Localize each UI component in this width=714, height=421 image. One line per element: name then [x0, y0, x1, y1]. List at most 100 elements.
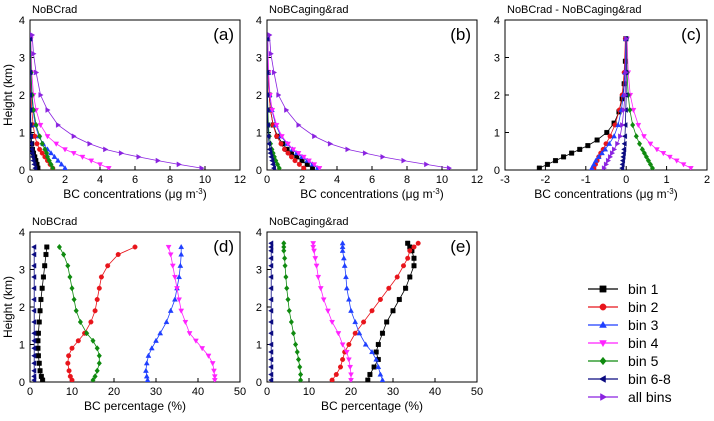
data-point-bin6_8 — [267, 92, 270, 98]
data-point-all — [136, 154, 142, 160]
data-point-bin4 — [182, 319, 189, 326]
data-point-bin2 — [329, 377, 335, 382]
data-point-bin4 — [313, 263, 320, 269]
data-point-bin4 — [97, 162, 103, 168]
series-line-bin2 — [593, 38, 626, 169]
data-point-bin6_8 — [31, 337, 37, 344]
data-point-bin4 — [279, 134, 285, 140]
series-group — [268, 240, 421, 382]
data-point-bin5 — [294, 348, 300, 356]
series-line-bin2 — [67, 246, 136, 381]
y-tick-label: 0 — [256, 377, 262, 389]
data-point-bin1 — [43, 252, 49, 257]
data-point-bin4 — [660, 151, 667, 157]
y-tick-label: 1 — [19, 128, 25, 140]
data-point-bin6_8 — [620, 154, 626, 160]
data-point-all — [424, 161, 430, 168]
data-point-bin4 — [105, 166, 112, 170]
data-point-all — [624, 35, 630, 42]
x-tick-label: 2 — [704, 174, 710, 186]
data-point-bin6_8 — [31, 262, 37, 269]
data-point-bin4 — [205, 353, 212, 359]
data-point-bin2 — [34, 141, 40, 147]
data-point-bin6_8 — [31, 373, 37, 380]
data-point-bin2 — [285, 150, 291, 156]
data-point-bin6_8 — [267, 140, 272, 147]
data-point-bin4 — [306, 158, 312, 164]
data-point-bin1 — [403, 285, 409, 291]
data-point-bin5 — [39, 140, 45, 147]
data-point-bin4 — [211, 374, 218, 380]
data-point-bin6_8 — [621, 133, 628, 140]
y-tick-label: 4 — [256, 15, 262, 27]
data-point-bin4 — [186, 331, 193, 337]
x-tick-label: 8 — [167, 174, 173, 186]
data-point-bin4 — [167, 252, 174, 258]
data-point-bin3 — [48, 150, 54, 156]
data-point-bin5 — [274, 161, 281, 168]
data-point-bin1 — [44, 244, 50, 250]
data-point-bin4 — [62, 147, 68, 153]
data-point-bin4 — [647, 141, 654, 147]
data-point-bin5 — [65, 262, 71, 269]
panel-label: (d) — [213, 237, 234, 256]
data-point-bin5 — [276, 165, 282, 170]
data-point-bin1 — [42, 263, 48, 269]
data-point-bin5 — [636, 140, 643, 147]
data-point-bin2 — [411, 244, 417, 250]
data-point-bin4 — [346, 357, 352, 363]
data-point-bin6_8 — [268, 255, 274, 262]
data-point-bin5 — [295, 356, 302, 363]
x-tick-label: 8 — [404, 174, 410, 186]
data-point-bin3 — [144, 377, 151, 382]
data-point-all — [31, 50, 37, 57]
y-tick-label: 2 — [256, 302, 262, 314]
data-point-bin5 — [641, 150, 647, 157]
data-point-all — [55, 122, 62, 128]
data-point-bin2 — [361, 319, 367, 325]
x-tick-label: 0 — [27, 174, 33, 186]
data-point-bin4 — [348, 378, 354, 382]
data-point-bin5 — [61, 251, 67, 258]
data-point-bin4 — [311, 162, 318, 168]
data-point-bin2 — [292, 158, 298, 164]
x-tick-label: 0 — [264, 174, 270, 186]
data-point-bin2 — [115, 252, 121, 257]
data-point-bin1 — [396, 297, 402, 302]
data-point-bin5 — [94, 345, 100, 352]
y-tick-label: 2 — [19, 90, 25, 102]
data-point-bin4 — [635, 122, 642, 129]
data-point-bin5 — [90, 337, 96, 344]
x-tick-label: 30 — [387, 386, 399, 398]
x-axis-label-text: BC percentage (%) — [321, 399, 423, 413]
data-point-bin6_8 — [620, 150, 626, 156]
data-point-bin4 — [348, 372, 354, 378]
data-point-all — [446, 165, 453, 170]
data-point-bin2 — [394, 274, 400, 280]
data-point-bin6_8 — [30, 92, 33, 98]
data-point-all — [362, 150, 369, 156]
data-point-bin1 — [371, 364, 377, 370]
data-point-bin4 — [325, 308, 331, 314]
data-point-bin5 — [288, 318, 294, 326]
x-axis-label-superscript: -3 — [667, 187, 675, 196]
data-point-bin3 — [341, 262, 348, 268]
data-point-bin4 — [320, 297, 327, 303]
panel-title: NoBCrad - NoBCaging&rad — [507, 4, 642, 16]
series-line-bin1 — [37, 246, 48, 381]
data-point-bin5 — [281, 240, 287, 247]
data-point-bin1 — [40, 274, 46, 280]
data-point-bin1 — [561, 154, 567, 160]
data-point-bin3 — [615, 121, 621, 128]
series-group — [267, 32, 453, 170]
data-point-bin1 — [375, 342, 381, 347]
legend: bin 1 bin 2 bin 3 bin 4 bin 5 bin 6-8 all bins — [588, 281, 672, 405]
data-point-bin5 — [56, 243, 62, 251]
data-point-bin4 — [44, 134, 51, 140]
data-point-bin6_8 — [31, 377, 37, 382]
x-axis-label-text: BC percentage (%) — [84, 399, 186, 413]
x-axis-label: BC concentrations (μg m-3) — [534, 187, 677, 202]
data-point-bin5 — [645, 157, 651, 164]
data-point-bin6_8 — [619, 161, 625, 168]
